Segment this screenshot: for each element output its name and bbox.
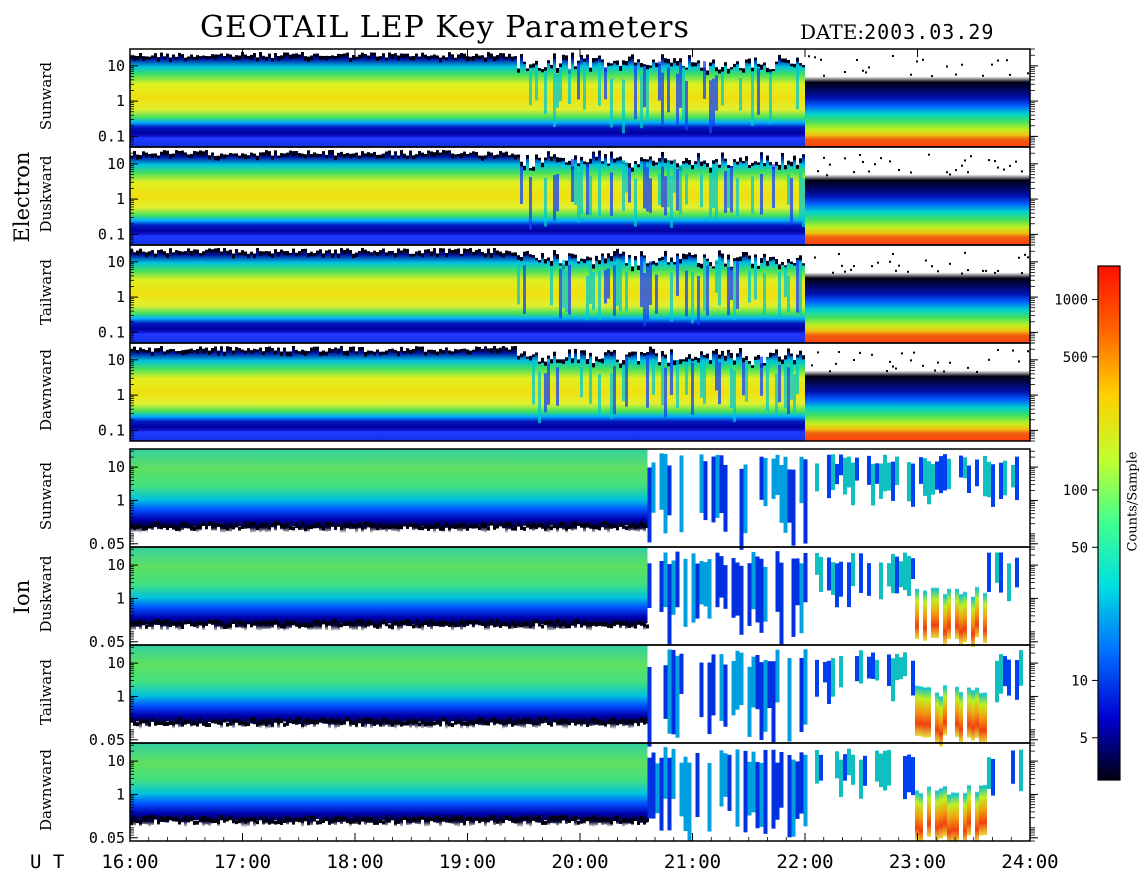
y-tick-label: 1 <box>116 288 125 306</box>
panel-label-tailward: Tailward <box>37 659 55 725</box>
panel-label-duskward: Duskward <box>37 555 55 633</box>
y-tick-label: 10 <box>107 351 125 369</box>
ion-duskward-spectrogram <box>130 547 1019 661</box>
ion-sunward-spectrogram <box>130 449 1019 563</box>
ion-dawnward-spectrogram <box>130 743 1023 841</box>
y-tick-label: 10 <box>107 654 125 672</box>
y-tick-label: 10 <box>107 155 125 173</box>
date-label: DATE: <box>800 20 865 44</box>
panel-label-tailward: Tailward <box>37 259 55 325</box>
date-readout: DATE:2003.03.29 <box>800 20 994 44</box>
group-label-electron: Electron <box>10 151 34 243</box>
y-tick-label: 0.1 <box>98 225 125 243</box>
y-tick-label: 1 <box>116 589 125 607</box>
electron-dawnward-spectrogram <box>130 343 1030 441</box>
y-tick-label: 10 <box>107 556 125 574</box>
y-tick-label: 1 <box>116 190 125 208</box>
colorbar-tick-label: 1000 <box>1054 293 1088 309</box>
y-tick-label: 1 <box>116 491 125 509</box>
y-tick-label: 1 <box>116 687 125 705</box>
colorbar <box>1097 265 1121 781</box>
colorbar-label: Counts/Sample <box>1125 451 1141 552</box>
panel-frame <box>129 342 1031 442</box>
colorbar-tick-label: 500 <box>1063 350 1088 366</box>
electron-sunward-spectrogram <box>130 49 1030 147</box>
panel-label-sunward: Sunward <box>37 461 55 531</box>
electron-duskward-spectrogram <box>130 147 1030 245</box>
spectrogram-data-layer <box>130 49 1030 841</box>
y-tick-label: 1 <box>116 92 125 110</box>
panel-label-dawnward: Dawnward <box>37 748 55 832</box>
y-tick-label: 0.1 <box>98 323 125 341</box>
colorbar-tick-label: 100 <box>1063 483 1088 499</box>
x-tick-label: 22:00 <box>776 851 833 873</box>
x-tick-label: 21:00 <box>664 851 721 873</box>
panel-label-duskward: Duskward <box>37 155 55 233</box>
y-tick-label: 10 <box>107 253 125 271</box>
y-tick-label: 0.1 <box>98 421 125 439</box>
colorbar-tick-label: 10 <box>1071 673 1088 689</box>
x-tick-label: 19:00 <box>439 851 496 873</box>
y-tick-label: 0.05 <box>89 535 125 553</box>
ion-tailward-spectrogram <box>130 645 1023 759</box>
y-tick-label: 1 <box>116 785 125 803</box>
x-tick-label: 16:00 <box>101 851 158 873</box>
y-tick-label: 10 <box>107 752 125 770</box>
colorbar-tick-label: 5 <box>1080 731 1088 747</box>
y-tick-label: 10 <box>107 57 125 75</box>
date-value: 2003.03.29 <box>864 20 995 44</box>
time-axis-label: U T <box>30 851 64 873</box>
panel-label-dawnward: Dawnward <box>37 348 55 432</box>
x-tick-label: 17:00 <box>214 851 271 873</box>
x-tick-label: 18:00 <box>326 851 383 873</box>
y-tick-label: 0.05 <box>89 731 125 749</box>
y-tick-label: 0.1 <box>98 127 125 145</box>
y-tick-label: 1 <box>116 386 125 404</box>
x-tick-label: 23:00 <box>889 851 946 873</box>
y-tick-label: 0.05 <box>89 633 125 651</box>
y-tick-label: 0.05 <box>89 829 125 847</box>
electron-tailward-spectrogram <box>130 245 1030 343</box>
x-tick-label: 20:00 <box>551 851 608 873</box>
group-label-ion: Ion <box>10 579 34 615</box>
y-tick-label: 10 <box>107 458 125 476</box>
chart-title: GEOTAIL LEP Key Parameters <box>200 10 690 45</box>
x-tick-label: 24:00 <box>1001 851 1058 873</box>
panel-label-sunward: Sunward <box>37 61 55 131</box>
colorbar-tick-label: 50 <box>1071 540 1088 556</box>
